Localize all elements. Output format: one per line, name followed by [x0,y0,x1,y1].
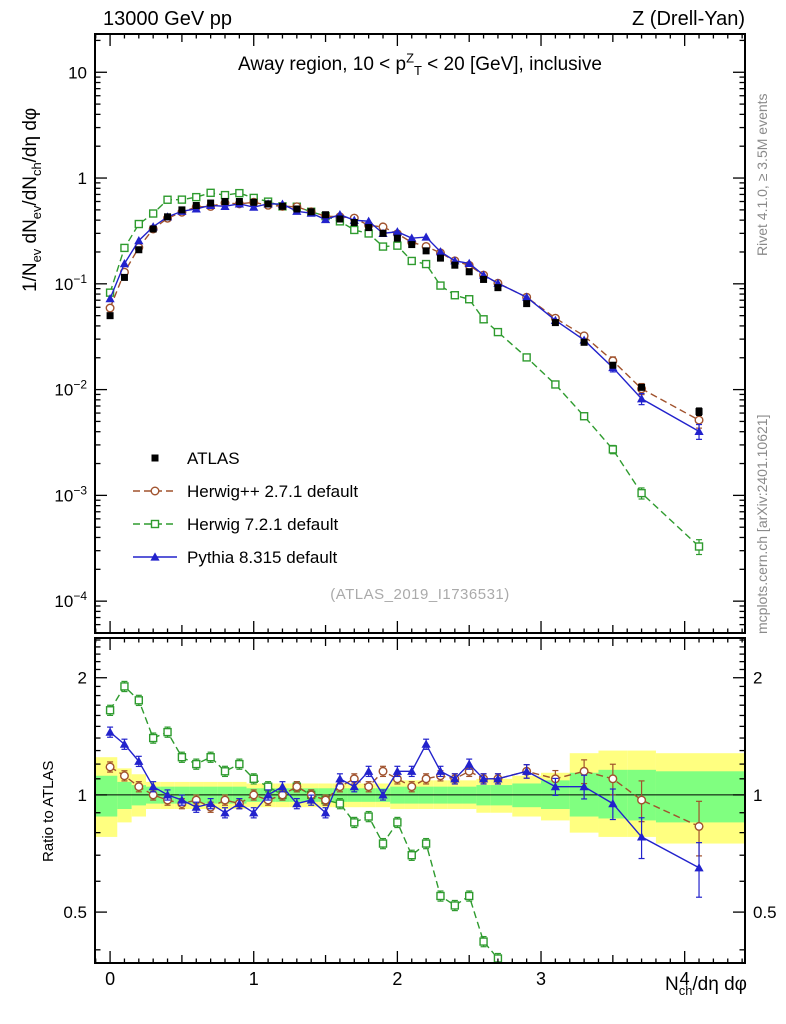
main-series-1 [105,197,704,429]
svg-text:3: 3 [536,969,546,989]
main-series-3 [105,199,704,440]
main-series-0 [106,198,703,416]
svg-text:2: 2 [392,969,402,989]
process-label: Z (Drell-Yan) [632,8,745,30]
ratio-series-2 [105,680,503,963]
svg-text:1: 1 [249,969,259,989]
x-axis-label: Nch/dη dφ [665,974,747,998]
svg-text:10−3: 10−3 [54,483,87,505]
svg-text:0.5: 0.5 [63,903,87,922]
plot-title: Away region, 10 < pZT < 20 [GeV], inclus… [238,50,602,78]
axis-tick-labels: 10 1 10−1 10−2 10−3 10−4 0.5 0.5 1 1 2 2 0 1 2 3 4 [54,63,776,989]
analysis-watermark: (ATLAS_2019_I1736531) [330,586,510,603]
legend-label-2: Herwig 7.2.1 default [187,515,338,534]
svg-text:2: 2 [753,669,762,688]
beam-energy-label: 13000 GeV pp [103,8,232,30]
legend-label-0: ATLAS [187,449,240,468]
svg-text:1: 1 [78,169,87,188]
svg-text:1: 1 [753,786,762,805]
ratio-frame [94,637,746,964]
legend-label-1: Herwig++ 2.7.1 default [187,482,358,501]
svg-text:2: 2 [78,669,87,688]
svg-text:10: 10 [68,63,87,82]
svg-text:10−4: 10−4 [54,589,87,611]
svg-text:10−1: 10−1 [54,272,87,294]
svg-text:10−2: 10−2 [54,378,87,400]
ratio-series-3 [105,726,704,898]
svg-text:4: 4 [680,969,690,989]
legend-label-3: Pythia 8.315 default [187,548,338,567]
legend: ATLAS Herwig++ 2.7.1 default Herwig 7.2.1 … [133,449,358,567]
axis-ticks [95,34,745,963]
main-frame [94,33,746,634]
svg-text:0: 0 [105,969,115,989]
svg-text:0.5: 0.5 [753,903,777,922]
svg-text:1: 1 [78,786,87,805]
